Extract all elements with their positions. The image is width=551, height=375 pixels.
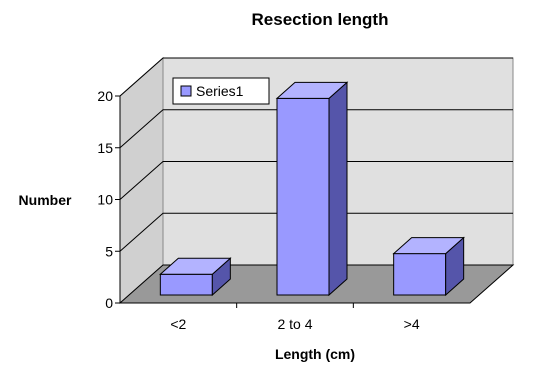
bar <box>393 253 447 296</box>
legend: Series1 <box>172 77 270 105</box>
bar-top <box>275 81 349 99</box>
bar-top <box>392 237 465 255</box>
legend-box <box>172 77 270 105</box>
legend-label: Series1 <box>196 83 244 99</box>
gridline <box>119 109 513 149</box>
y-tick-label: 15 <box>97 140 113 156</box>
chart-title: Resection length <box>252 10 389 29</box>
gridline <box>119 161 513 200</box>
x-tick-label: >4 <box>404 316 420 332</box>
gridline <box>119 57 513 97</box>
bar <box>276 97 330 296</box>
legend-swatch <box>180 85 192 97</box>
y-tick-label: 10 <box>97 192 113 208</box>
y-tick-label: 0 <box>105 295 113 311</box>
y-axis-label: Number <box>19 192 72 208</box>
gridline <box>119 212 513 252</box>
plot-area: 0 5 10 15 20 <2 2 to 4 >4 <box>97 56 515 332</box>
x-axis-label: Length (cm) <box>275 346 355 362</box>
bar <box>159 273 213 296</box>
bar-top <box>159 257 232 275</box>
bar-side <box>328 81 348 297</box>
x-tick-label: <2 <box>170 316 186 332</box>
y-tick-label: 5 <box>105 243 113 259</box>
y-tick-label: 20 <box>97 88 113 104</box>
x-tick-label: 2 to 4 <box>277 316 312 332</box>
